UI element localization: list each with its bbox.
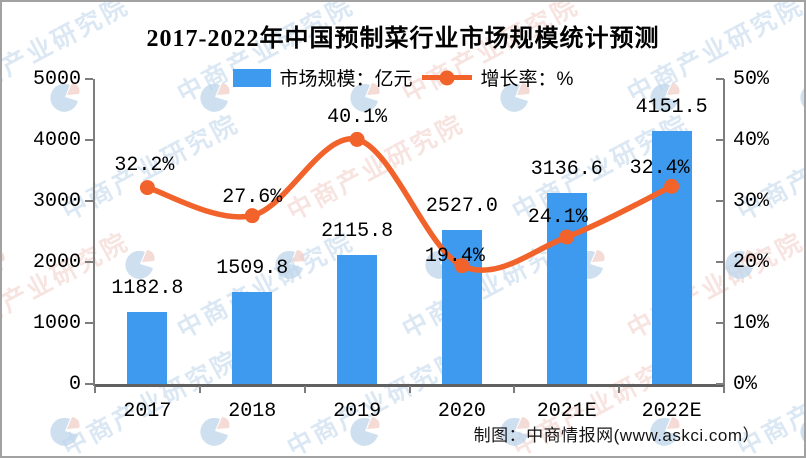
watermark-logo-icon <box>725 250 755 279</box>
bar <box>651 130 692 384</box>
watermark-text: 中商产业研究院 <box>57 345 245 458</box>
left-axis-tick-label: 4000 <box>32 129 81 152</box>
x-axis-tick <box>723 386 725 393</box>
right-axis-tick-label: 0% <box>733 373 758 396</box>
watermark-text: 中商产业研究院 <box>282 345 470 458</box>
watermark-text: 中商产业研究院 <box>622 227 806 345</box>
watermark-text: 中商产业研究院 <box>397 227 585 345</box>
legend-bar-swatch-icon <box>232 68 271 87</box>
right-axis-tick <box>716 322 724 324</box>
watermark-text: 中商产业研究院 <box>0 0 135 109</box>
credit-text: 制图：中商情报网(www.askci.com） <box>473 426 760 445</box>
watermark-logo-icon <box>125 250 155 279</box>
right-axis-tick <box>716 139 724 141</box>
bar-value-label: 2527.0 <box>425 194 498 218</box>
chart-title: 2017-2022年中国预制菜行业市场规模统计预测 <box>146 26 660 52</box>
watermark-text: 中商产业研究院 <box>172 0 360 109</box>
bar-value-label: 3136.6 <box>530 157 603 181</box>
x-axis-tick <box>513 386 516 393</box>
watermark-logo-icon <box>275 250 305 279</box>
growth-value-label: 40.1% <box>327 106 388 130</box>
right-axis-tick-label: 30% <box>733 190 770 213</box>
legend-line-label: 增长率：% <box>480 69 574 90</box>
growth-value-label: 32.2% <box>114 153 175 177</box>
left-axis-tick-label: 1000 <box>32 312 81 335</box>
bar <box>127 311 168 384</box>
x-category-label: 2018 <box>228 400 277 423</box>
watermark-text: 中商产业研究院 <box>282 109 470 227</box>
left-axis-tick <box>85 261 93 263</box>
left-axis-tick-label: 3000 <box>32 190 81 213</box>
watermark-logo-icon <box>50 417 80 446</box>
right-axis-tick-label: 40% <box>733 129 770 152</box>
right-axis-line <box>723 79 725 386</box>
x-axis-tick <box>94 386 96 393</box>
growth-point-marker <box>349 131 365 147</box>
bar <box>232 291 273 384</box>
bar-value-label: 4151.5 <box>635 95 708 119</box>
bar <box>441 229 482 384</box>
x-axis-tick <box>618 386 621 393</box>
x-category-label: 2020 <box>437 400 486 423</box>
left-axis-tick <box>85 383 93 385</box>
watermark-logo-icon <box>2 252 5 271</box>
watermark-text: 中商产业研究院 <box>172 227 360 345</box>
left-axis-tick-label: 2000 <box>32 251 81 274</box>
watermark-logo-icon <box>425 250 455 279</box>
watermark-text: 中商产业研究院 <box>57 109 245 227</box>
watermark-text: 中商产业研究院 <box>622 0 806 109</box>
right-axis-tick <box>716 261 724 263</box>
growth-line <box>146 136 673 273</box>
left-axis-tick <box>85 322 93 324</box>
x-category-label: 2021E <box>536 400 597 423</box>
x-axis-tick <box>303 386 306 393</box>
x-category-label: 2019 <box>333 400 382 423</box>
watermark-logo-icon <box>800 422 804 442</box>
bar <box>546 192 587 384</box>
left-axis-tick <box>85 139 93 141</box>
growth-value-label: 32.4% <box>629 157 690 181</box>
x-category-label: 2022E <box>641 400 702 423</box>
bar-value-label: 1509.8 <box>216 256 289 280</box>
growth-value-label: 27.6% <box>222 185 283 209</box>
x-axis-tick <box>198 386 201 393</box>
right-axis-tick-label: 20% <box>733 251 770 274</box>
watermark-logo-icon <box>575 250 605 279</box>
legend-line-swatch-icon <box>421 70 472 85</box>
x-category-label: 2017 <box>123 400 172 423</box>
legend-line-dot-icon <box>439 70 455 85</box>
growth-point-marker <box>559 229 575 245</box>
bar <box>337 254 378 384</box>
watermark-text: 中商产业研究院 <box>507 109 695 227</box>
growth-value-label: 24.1% <box>527 205 588 229</box>
x-axis-line <box>95 384 724 387</box>
growth-point-marker <box>244 208 260 224</box>
growth-point-marker <box>454 258 470 274</box>
left-axis-tick-label: 0 <box>68 373 81 396</box>
watermark-logo-icon <box>200 417 230 446</box>
bar-value-label: 2115.8 <box>321 219 394 243</box>
legend-bar-label: 市场规模：亿元 <box>279 69 413 90</box>
growth-point-marker <box>139 180 155 196</box>
right-axis-tick-label: 10% <box>733 312 770 335</box>
watermark-logo-icon <box>350 417 380 446</box>
left-axis-tick <box>85 200 93 202</box>
right-axis-tick <box>716 383 724 385</box>
growth-value-label: 19.4% <box>424 244 485 268</box>
watermark-text: 中商产业研究院 <box>397 0 585 109</box>
watermark-text: 中商产业研究院 <box>0 227 135 345</box>
left-axis-line <box>93 79 95 386</box>
right-axis-tick <box>716 200 724 202</box>
bar-value-label: 1182.8 <box>111 276 184 300</box>
growth-point-marker <box>664 178 680 194</box>
legend: 市场规模：亿元 增长率：% <box>2 64 804 91</box>
x-axis-tick <box>408 386 411 393</box>
watermark-text: 中商产业研究院 <box>732 109 806 227</box>
